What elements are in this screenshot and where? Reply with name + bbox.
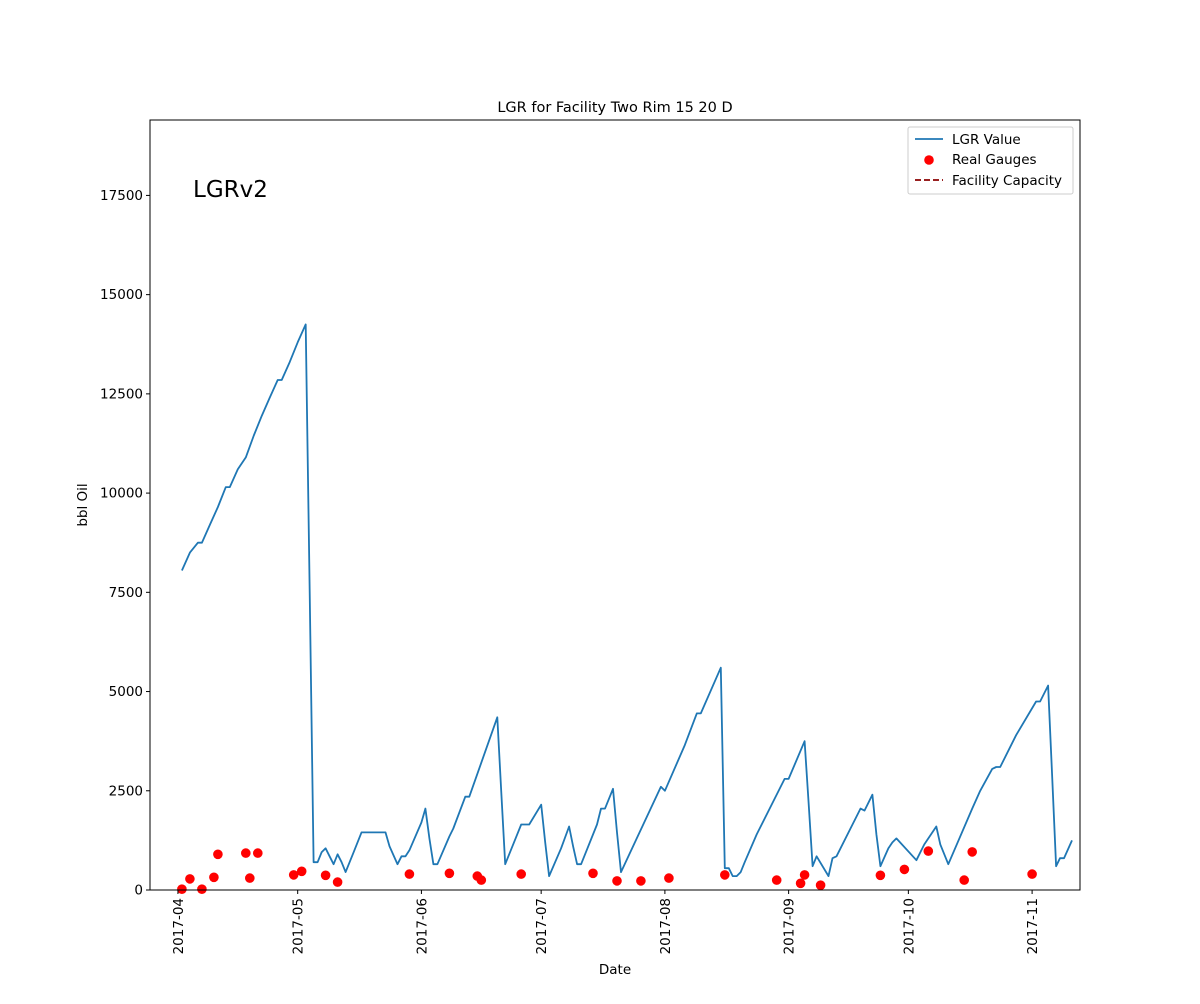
- gauge-point: [320, 870, 331, 881]
- x-tick-label: 2017-04: [171, 898, 187, 954]
- gauge-point: [213, 849, 223, 860]
- plot-frame: [149, 119, 1081, 891]
- gauge-point: [404, 869, 415, 879]
- gauge-point: [197, 884, 207, 894]
- gauge-point: [899, 864, 910, 875]
- gauge-point: [296, 866, 307, 877]
- gauge-point: [185, 874, 195, 884]
- gauge-point: [177, 884, 187, 894]
- plot-layer: [177, 323, 1073, 894]
- gauge-point: [636, 876, 646, 886]
- gauge-point: [476, 875, 487, 885]
- legend-box: [907, 126, 1074, 195]
- gauge-point: [799, 870, 810, 880]
- y-tick-label: 0: [134, 883, 143, 899]
- chart-annotation: LGRv2: [193, 177, 268, 203]
- legend-label-real-gauges: Real Gauges: [952, 152, 1037, 168]
- x-tick-label: 2017-10: [901, 898, 917, 954]
- x-tick-label: 2017-07: [534, 898, 550, 954]
- gauge-point: [875, 870, 886, 881]
- gauge-point: [1027, 869, 1037, 879]
- gauge-point: [209, 872, 219, 883]
- gauge-point: [923, 846, 934, 856]
- y-tick-label: 17500: [100, 188, 143, 204]
- gauge-point: [516, 869, 526, 879]
- gauge-point: [588, 868, 598, 879]
- legend-swatch-real-gauges: [924, 155, 934, 165]
- gauge-point: [252, 848, 263, 858]
- gauge-point: [664, 873, 674, 883]
- x-axis-label: Date: [599, 962, 631, 978]
- axes-layer: 0 2500 5000 7500 10000 12500 15000 17500 2017-04…: [100, 188, 1041, 954]
- gauge-point: [771, 875, 782, 885]
- series-line-lgr-value: [181, 323, 1073, 877]
- legend: LGR Value Real Gauges Facility Capacity: [907, 126, 1074, 195]
- y-tick-label: 2500: [109, 783, 143, 799]
- x-tick-label: 2017-08: [658, 898, 674, 954]
- gauge-point: [241, 848, 251, 858]
- y-tick-label: 12500: [100, 386, 143, 402]
- legend-label-facility-capacity: Facility Capacity: [952, 173, 1062, 189]
- gauge-point: [245, 873, 255, 883]
- gauge-point: [332, 877, 343, 887]
- gauge-point: [815, 880, 826, 890]
- gauge-point: [959, 875, 969, 885]
- gauge-point: [612, 876, 622, 886]
- x-tick-label: 2017-11: [1025, 898, 1041, 954]
- gauge-point: [795, 878, 806, 889]
- gauge-point: [444, 868, 455, 879]
- chart-title: LGR for Facility Two Rim 15 20 D: [497, 100, 732, 116]
- gauge-point: [720, 870, 730, 880]
- y-tick-label: 5000: [109, 684, 143, 700]
- y-axis-label: bbl Oil: [75, 483, 91, 526]
- y-tick-label: 10000: [100, 486, 143, 502]
- gauge-point: [967, 847, 977, 857]
- gauge-point: [288, 870, 299, 880]
- y-tick-label: 15000: [100, 287, 143, 303]
- y-tick-label: 7500: [109, 585, 143, 601]
- x-tick-label: 2017-09: [782, 898, 798, 954]
- legend-label-lgr-value: LGR Value: [952, 132, 1021, 148]
- x-tick-label: 2017-05: [291, 898, 307, 954]
- x-tick-label: 2017-06: [414, 898, 430, 954]
